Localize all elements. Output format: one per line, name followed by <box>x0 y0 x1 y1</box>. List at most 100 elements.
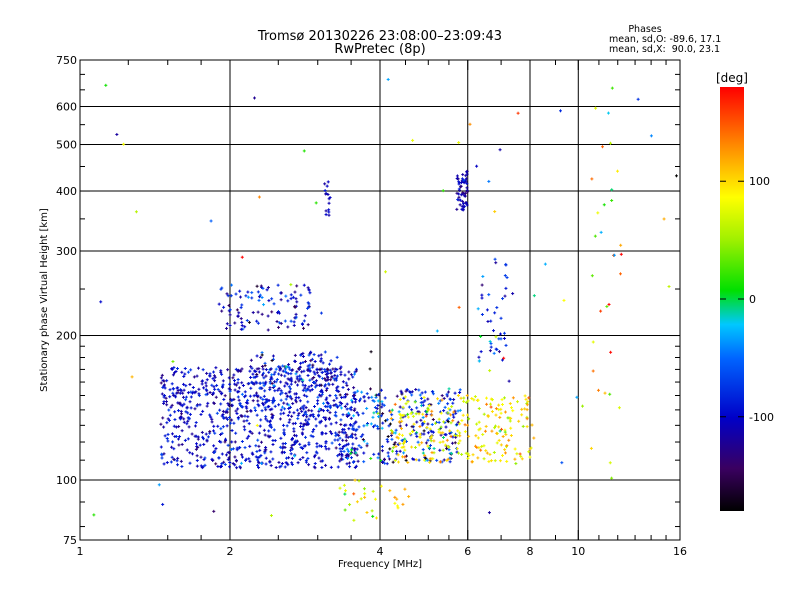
scatter-point <box>323 404 327 408</box>
scatter-point <box>345 392 349 396</box>
scatter-point <box>259 440 263 444</box>
scatter-point <box>337 430 341 434</box>
scatter-point <box>165 421 169 425</box>
scatter-point <box>258 293 262 297</box>
scatter-point <box>220 452 224 456</box>
scatter-point <box>335 389 339 393</box>
scatter-point <box>532 436 536 440</box>
scatter-point <box>454 435 458 439</box>
scatter-point <box>596 388 600 392</box>
scatter-point <box>381 412 385 416</box>
scatter-point <box>301 378 305 382</box>
scatter-point <box>328 362 332 366</box>
scatter-point <box>426 438 430 442</box>
scatter-point <box>528 455 532 459</box>
scatter-point <box>356 413 360 417</box>
scatter-point <box>303 359 307 363</box>
scatter-point <box>179 403 183 407</box>
scatter-point <box>414 412 418 416</box>
scatter-point <box>201 368 205 372</box>
scatter-point <box>616 169 620 173</box>
scatter-point <box>257 466 261 470</box>
scatter-point <box>275 377 279 381</box>
scatter-point <box>514 462 518 466</box>
scatter-point <box>383 396 387 400</box>
scatter-point <box>203 456 207 460</box>
scatter-point <box>349 451 353 455</box>
y-tick-label: 300 <box>56 245 77 258</box>
scatter-point <box>188 461 192 465</box>
scatter-point <box>344 423 348 427</box>
scatter-point <box>411 429 415 433</box>
scatter-point <box>229 421 233 425</box>
scatter-point <box>483 429 487 433</box>
scatter-point <box>461 413 465 417</box>
scatter-point <box>523 394 527 398</box>
scatter-point <box>219 402 223 406</box>
scatter-point <box>182 382 186 386</box>
scatter-point <box>463 423 467 427</box>
y-tick-label: 100 <box>56 474 77 487</box>
scatter-point <box>291 368 295 372</box>
scatter-point <box>256 394 260 398</box>
scatter-point <box>349 423 353 427</box>
scatter-point <box>324 447 328 451</box>
scatter-point <box>261 371 265 375</box>
scatter-point <box>245 319 249 323</box>
scatter-point <box>295 370 299 374</box>
scatter-point <box>297 411 301 415</box>
scatter-point <box>459 193 463 197</box>
scatter-point <box>324 432 328 436</box>
scatter-point <box>289 448 293 452</box>
scatter-point <box>186 370 190 374</box>
scatter-point <box>335 367 339 371</box>
scatter-point <box>339 423 343 427</box>
scatter-point <box>287 385 291 389</box>
scatter-point <box>356 389 360 393</box>
scatter-point <box>465 413 469 417</box>
scatter-point <box>473 444 477 448</box>
scatter-point <box>290 397 294 401</box>
scatter-point <box>327 447 331 451</box>
scatter-point <box>165 461 169 465</box>
scatter-point <box>296 461 300 465</box>
scatter-point <box>319 394 323 398</box>
scatter-point <box>303 384 307 388</box>
scatter-point <box>518 452 522 456</box>
scatter-point <box>324 388 328 392</box>
scatter-point <box>398 397 402 401</box>
scatter-point <box>488 339 492 343</box>
scatter-point <box>278 417 282 421</box>
scatter-point <box>438 399 442 403</box>
scatter-point <box>260 295 264 299</box>
scatter-point <box>507 379 511 383</box>
scatter-point <box>264 417 268 421</box>
scatter-point <box>189 368 193 372</box>
scatter-point <box>115 132 119 136</box>
scatter-point <box>326 368 330 372</box>
scatter-point <box>270 412 274 416</box>
y-tick-label: 500 <box>56 139 77 152</box>
scatter-point <box>350 400 354 404</box>
scatter-point <box>407 495 411 499</box>
scatter-point <box>166 417 170 421</box>
scatter-point <box>388 447 392 451</box>
scatter-point <box>466 417 470 421</box>
scatter-point <box>279 392 283 396</box>
scatter-point <box>362 451 366 455</box>
scatter-point <box>299 445 303 449</box>
scatter-point <box>308 378 312 382</box>
scatter-point <box>230 398 234 402</box>
scatter-point <box>312 380 316 384</box>
scatter-point <box>450 441 454 445</box>
scatter-point <box>301 322 305 326</box>
scatter-point <box>280 461 284 465</box>
scatter-point <box>400 445 404 449</box>
scatter-point <box>507 438 511 442</box>
scatter-point <box>268 419 272 423</box>
scatter-point <box>317 456 321 460</box>
scatter-point <box>287 390 291 394</box>
scatter-point <box>458 391 462 395</box>
scatter-point <box>477 359 481 363</box>
